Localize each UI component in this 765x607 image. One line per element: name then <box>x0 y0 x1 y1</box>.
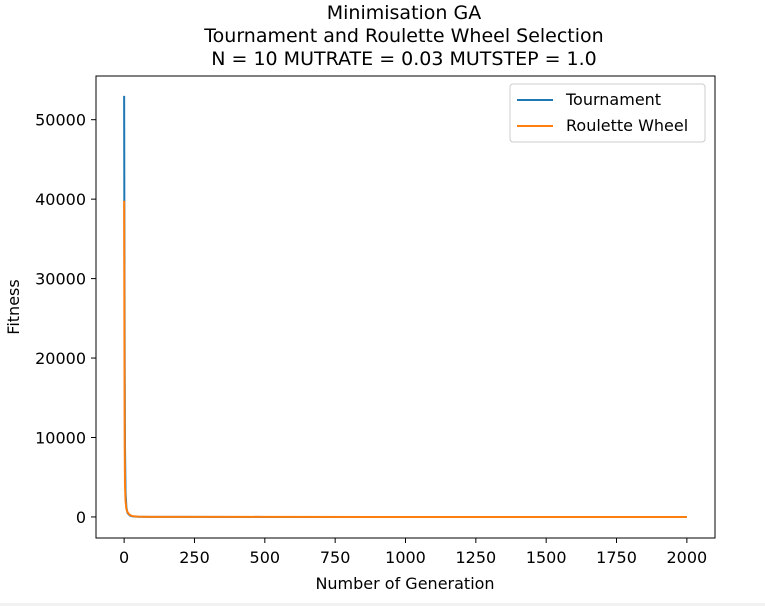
x-tick-label: 250 <box>179 548 210 567</box>
x-axis-label: Number of Generation <box>315 574 494 593</box>
x-tick-label: 1250 <box>455 548 496 567</box>
x-tick-label: 500 <box>250 548 281 567</box>
y-tick-label: 40000 <box>35 190 86 209</box>
legend-label-tournament: Tournament <box>565 90 661 109</box>
y-tick-label: 30000 <box>35 270 86 289</box>
series-line-roulette-wheel <box>123 200 687 518</box>
legend: Tournament Roulette Wheel <box>509 83 706 143</box>
series-layer <box>123 95 687 518</box>
y-axis-ticks: 0 10000 20000 30000 40000 50000 <box>35 111 96 527</box>
x-tick-label: 1500 <box>526 548 567 567</box>
series-line-tournament <box>123 95 687 518</box>
chart-title-line-1: Minimisation GA <box>327 2 481 24</box>
y-axis-label: Fitness <box>4 279 23 334</box>
bottom-border-strip <box>0 603 765 606</box>
x-tick-label: 750 <box>320 548 351 567</box>
x-tick-label: 2000 <box>667 548 708 567</box>
x-tick-label: 0 <box>119 548 129 567</box>
legend-box <box>509 83 706 143</box>
chart-title-line-2: Tournament and Roulette Wheel Selection <box>203 25 603 47</box>
y-tick-label: 10000 <box>35 428 86 447</box>
x-axis-ticks: 0 250 500 750 1000 1250 1500 1750 2000 <box>119 538 707 567</box>
y-tick-label: 20000 <box>35 349 86 368</box>
y-tick-label: 50000 <box>35 111 86 130</box>
y-tick-label: 0 <box>76 508 86 527</box>
x-tick-label: 1000 <box>385 548 426 567</box>
plot-area-frame <box>95 75 716 539</box>
chart-title-line-3: N = 10 MUTRATE = 0.03 MUTSTEP = 1.0 <box>211 48 597 70</box>
x-tick-label: 1750 <box>596 548 637 567</box>
legend-label-roulette-wheel: Roulette Wheel <box>566 116 688 135</box>
